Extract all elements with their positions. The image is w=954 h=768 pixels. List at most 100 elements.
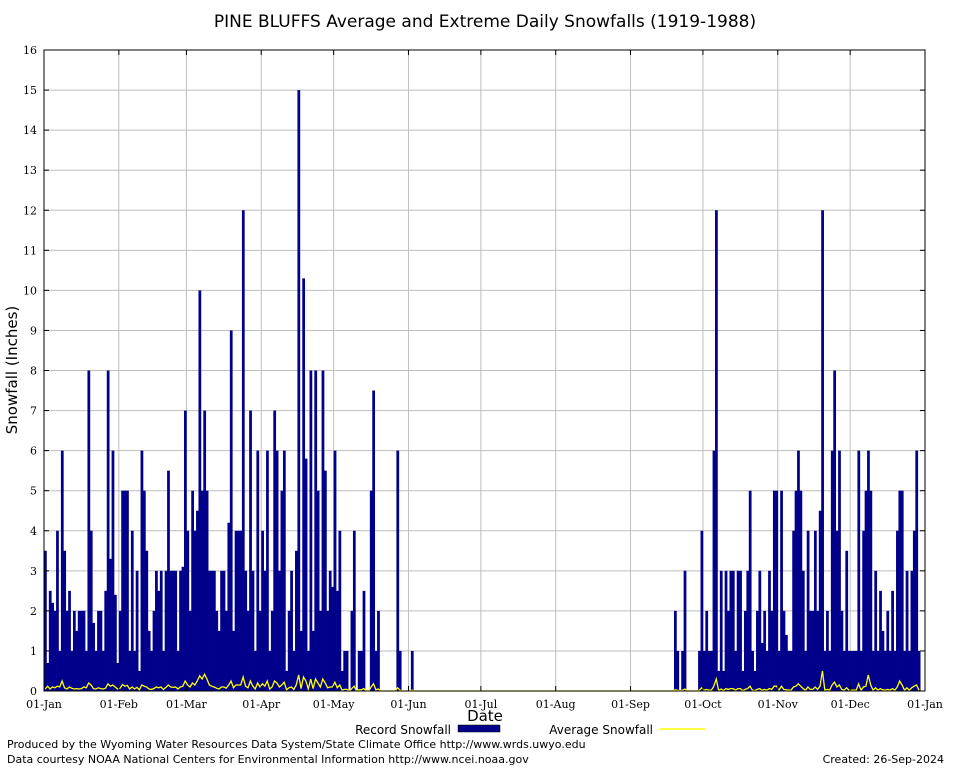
record-snowfall-bar (360, 650, 363, 691)
record-snowfall-bar (256, 450, 260, 692)
record-snowfall-bar (396, 450, 400, 692)
record-snowfall-bar (321, 370, 325, 691)
record-snowfall-bar (159, 570, 163, 691)
record-snowfall-bar (792, 530, 796, 691)
record-snowfall-bar (818, 510, 822, 691)
footer-data-courtesy: Data courtesy NOAA National Centers for … (7, 753, 529, 766)
record-snowfall-bar (133, 650, 137, 691)
record-snowfall-bar (727, 610, 730, 692)
record-snowfall-bar (821, 210, 824, 691)
record-snowfall-bar (232, 630, 236, 691)
x-tick-label: 01-May (313, 698, 356, 711)
record-snowfall-bar (859, 650, 863, 691)
record-snowfall-bar (760, 642, 764, 691)
y-tick-label: 12 (23, 204, 37, 217)
record-snowfall-bar (838, 450, 841, 692)
x-tick-label: 01-Feb (100, 698, 138, 711)
record-snowfall-bar (328, 570, 332, 691)
record-snowfall-bar (362, 590, 366, 691)
y-tick-label: 4 (30, 525, 37, 538)
record-snowfall-bar (715, 210, 718, 691)
record-snowfall-bar (89, 530, 93, 691)
y-tick-label: 8 (30, 365, 37, 378)
record-snowfall-bar (739, 570, 742, 691)
record-snowfall-bar (268, 650, 272, 691)
record-snowfall-bar (290, 570, 293, 691)
legend: Record Snowfall Average Snowfall (355, 723, 706, 737)
record-snowfall-bar (756, 610, 759, 692)
record-snowfall-bar (801, 570, 805, 691)
footer-produced-by: Produced by the Wyoming Water Resources … (7, 738, 586, 751)
record-snowfall-bar (833, 370, 837, 691)
record-snowfall-bar (731, 570, 735, 691)
record-snowfall-bar (145, 550, 149, 691)
record-snowfall-bar (142, 490, 146, 691)
record-snowfall-bar (174, 570, 178, 691)
record-snowfall-bar (753, 670, 757, 691)
record-snowfall-bar (87, 370, 91, 691)
record-snowfall-bar (842, 650, 846, 691)
record-snowfall-bar (116, 662, 120, 691)
y-tick-label: 16 (23, 44, 37, 57)
record-snowfall-bar (763, 610, 767, 692)
record-snowfall-bar (352, 530, 356, 691)
record-snowfall-bar (705, 610, 709, 692)
record-snowfall-bar (700, 530, 704, 691)
record-snowfall-bar (121, 490, 124, 691)
record-snowfall-bar (118, 610, 122, 692)
record-snowfall-bar (799, 490, 803, 691)
x-tick-label: 01-Aug (536, 698, 576, 711)
record-snowfall-bar (722, 670, 726, 691)
record-snowfall-bar (372, 390, 376, 691)
record-snowfall-bar (109, 558, 112, 691)
record-snowfall-bar (309, 370, 313, 691)
record-snowfall-bar (850, 650, 853, 691)
record-snowfall-bar (227, 522, 231, 691)
record-snowfall-bar (46, 662, 50, 691)
record-snowfall-bar (140, 450, 144, 692)
record-snowfall-bar (787, 650, 791, 691)
record-snowfall-bar (152, 610, 156, 692)
record-snowfall-bar (357, 650, 361, 691)
record-snowfall-bar (183, 410, 187, 691)
record-snowfall-bar (758, 570, 762, 691)
record-snowfall-bar (193, 530, 197, 691)
record-snowfall-bar (299, 630, 303, 691)
record-snowfall-bar (804, 650, 808, 691)
record-snowfall-bar (171, 570, 175, 691)
record-snowfall-bar (222, 570, 226, 691)
record-snowfall-bar (135, 570, 139, 691)
record-snowfall-bar (220, 570, 223, 691)
record-snowfall-bar (886, 610, 890, 692)
record-snowfall-bar (101, 650, 105, 691)
record-snowfall-bar (717, 670, 721, 691)
record-snowfall-bar (340, 670, 344, 691)
record-snowfall-bar (888, 650, 892, 691)
x-tick-label: 01-Nov (758, 698, 799, 711)
record-snowfall-bar (374, 650, 378, 691)
record-snowfall-bar (813, 530, 817, 691)
record-snowfall-bar (768, 570, 771, 691)
record-snowfall-bar (835, 530, 839, 691)
record-snowfall-bar (128, 650, 132, 691)
record-snowfall-bar (785, 634, 788, 691)
record-snowfall-bar (217, 630, 221, 691)
x-tick-label: 01-Jan (26, 698, 62, 711)
y-tick-label: 7 (30, 405, 37, 418)
record-snowfall-bar (99, 610, 103, 692)
record-snowfall-bar (410, 650, 414, 691)
record-snowfall-bar (828, 650, 832, 691)
y-tick-label: 1 (30, 645, 37, 658)
footer-created: Created: 26-Sep-2024 (823, 753, 944, 766)
record-snowfall-bar (683, 570, 687, 691)
record-snowfall-bar (343, 650, 347, 691)
record-snowfall-bar (241, 210, 245, 691)
record-snowfall-bar (765, 650, 769, 691)
legend-record-label: Record Snowfall (355, 723, 451, 737)
record-snowfall-bar (311, 630, 315, 691)
x-tick-label: 01-Jun (390, 698, 426, 711)
x-tick-label: 01-Sep (611, 698, 650, 711)
record-snowfall-bar (910, 570, 914, 691)
record-snowfall-bar (157, 590, 161, 691)
